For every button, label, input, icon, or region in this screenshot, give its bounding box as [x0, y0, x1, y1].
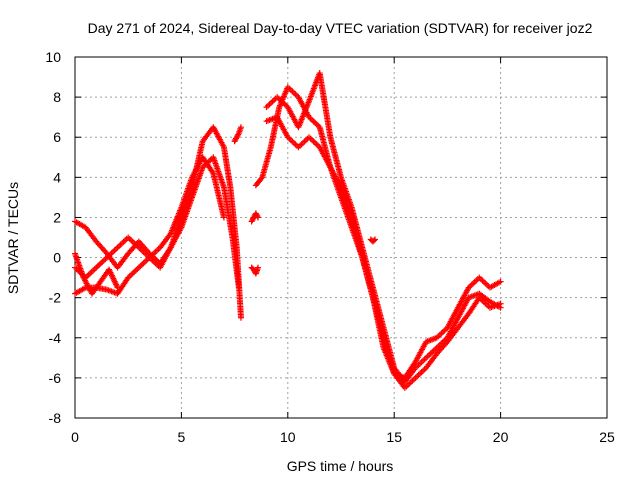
x-tick-label: 25 [599, 429, 615, 445]
series-track-c [72, 154, 227, 297]
data-point [497, 278, 504, 285]
y-tick-label: -2 [49, 290, 62, 306]
y-tick-label: 6 [53, 129, 61, 145]
series-track-e [231, 124, 244, 145]
y-tick-label: 2 [53, 209, 61, 225]
y-tick-label: -8 [49, 410, 62, 426]
series-track-f [248, 210, 262, 225]
series-track-h [252, 84, 504, 381]
y-tick-label: -6 [49, 370, 62, 386]
series-track-d [72, 250, 121, 297]
data-point [255, 264, 262, 271]
data-point [114, 284, 121, 291]
data-point [497, 300, 504, 307]
data-point [370, 237, 377, 244]
data-point [237, 124, 244, 131]
data-point [220, 214, 227, 221]
data-point [372, 236, 379, 243]
data-points [72, 70, 504, 391]
series-track-k [367, 236, 379, 245]
y-tick-label: 4 [53, 169, 61, 185]
axis-ticks: 0 5 10 15 20 25 -8 -6 -4 -2 0 2 4 6 8 10 [45, 49, 615, 445]
plot-frame [74, 56, 608, 419]
series-track-j [263, 114, 504, 391]
y-tick-label: 10 [45, 49, 61, 65]
chart-title: Day 271 of 2024, Sidereal Day-to-day VTE… [88, 20, 593, 36]
grid-layer [75, 57, 607, 418]
series-track-g [248, 264, 262, 277]
x-tick-label: 10 [280, 429, 296, 445]
x-axis-label: GPS time / hours [287, 458, 394, 474]
x-tick-label: 5 [178, 429, 186, 445]
x-tick-label: 15 [386, 429, 402, 445]
y-tick-label: 8 [53, 89, 61, 105]
y-tick-label: 0 [53, 250, 61, 266]
plot-border [74, 56, 608, 419]
data-point [235, 131, 242, 138]
x-tick-label: 20 [493, 429, 509, 445]
y-tick-label: -4 [49, 330, 62, 346]
data-point [235, 284, 242, 291]
data-point [254, 213, 261, 220]
series-track-a [72, 124, 244, 321]
data-point [237, 314, 244, 321]
data-point [255, 214, 262, 221]
x-tick-label: 0 [71, 429, 79, 445]
y-axis-label: SDTVAR / TECUs [5, 182, 21, 294]
